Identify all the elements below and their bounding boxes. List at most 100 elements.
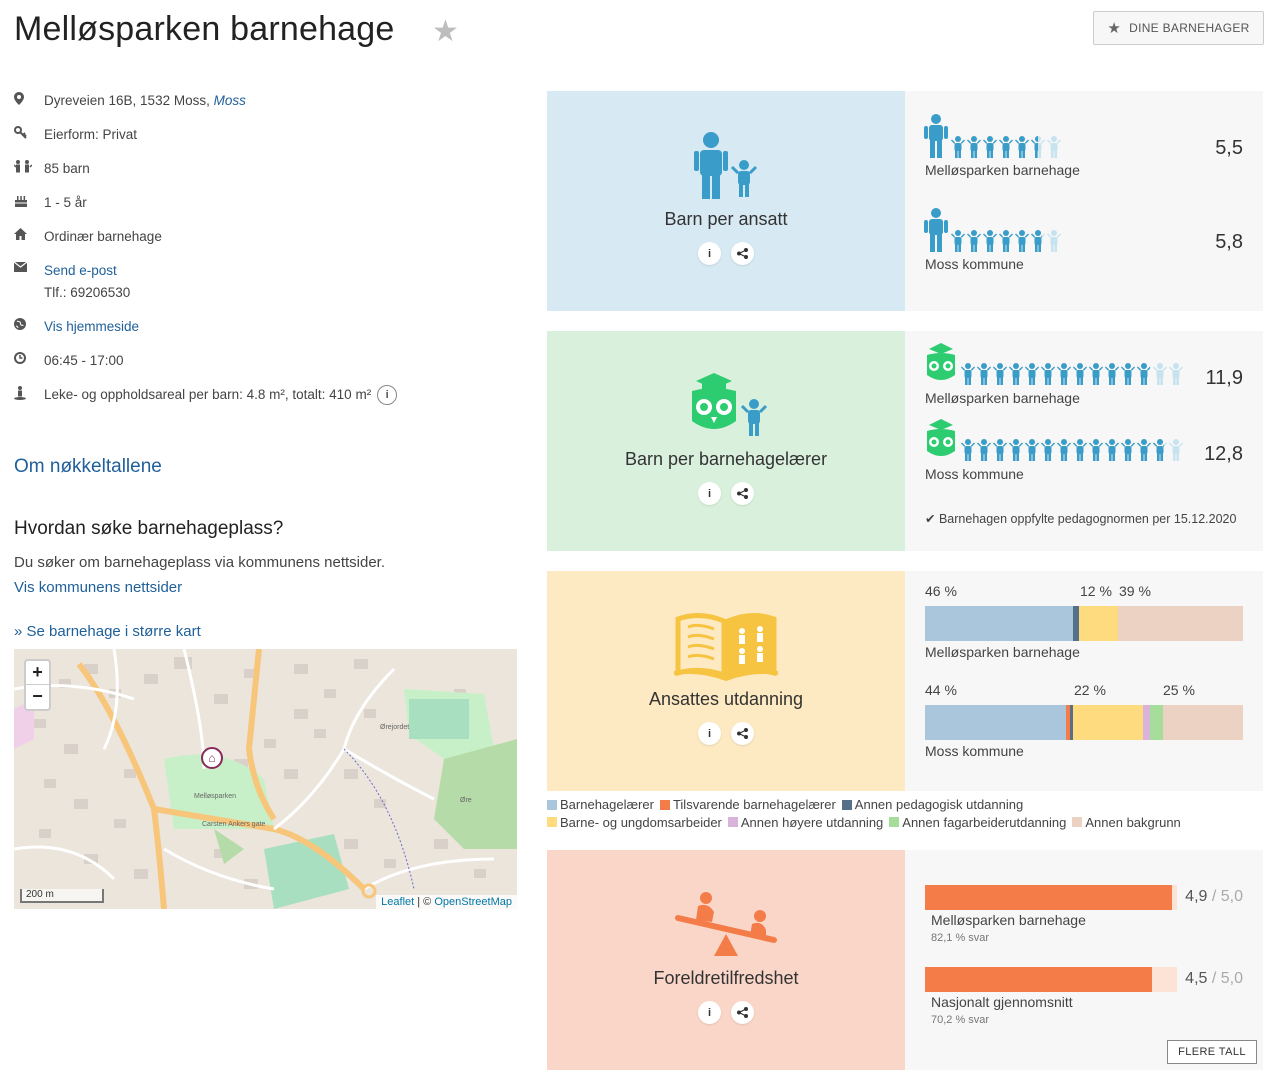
card-barn-per-ansatt: Barn per ansatt i Melløsparken barnehage… bbox=[547, 91, 1263, 311]
legend-label: Annen pedagogisk utdanning bbox=[854, 797, 1024, 812]
child-icon bbox=[999, 136, 1013, 158]
map-label-carsten: Carsten Ankers gate bbox=[202, 821, 266, 828]
child-icon bbox=[999, 230, 1013, 252]
info-button[interactable]: i bbox=[698, 722, 721, 745]
pct-label: 39 % bbox=[1119, 583, 1151, 599]
map[interactable]: Melløsparken Ørejordet Carsten Ankers ga… bbox=[14, 649, 517, 909]
row-label: Melløsparken barnehage bbox=[925, 644, 1080, 660]
info-button[interactable]: i bbox=[698, 1001, 721, 1024]
seesaw-icon bbox=[675, 892, 777, 956]
flere-tall-button[interactable]: FLERE TALL bbox=[1167, 1040, 1257, 1064]
child-icon bbox=[1137, 439, 1151, 461]
row-label: Melløsparken barnehage bbox=[925, 390, 1080, 406]
legend-label: Barnehagelærer bbox=[560, 797, 654, 812]
children-icon bbox=[14, 158, 44, 173]
info-alder: 1 - 5 år bbox=[14, 192, 534, 226]
legend-item: Annen fagarbeiderutdanning bbox=[889, 814, 1066, 831]
satisfaction-value: 4,9 / 5,0 bbox=[1185, 888, 1243, 906]
share-icon bbox=[737, 248, 748, 259]
share-button[interactable] bbox=[731, 1001, 754, 1024]
storre-kart-link[interactable]: » Se barnehage i større kart bbox=[14, 623, 201, 640]
hjemmeside-link[interactable]: Vis hjemmeside bbox=[44, 319, 140, 334]
legend-label: Barne- og ungdomsarbeider bbox=[560, 814, 722, 830]
share-button[interactable] bbox=[731, 482, 754, 505]
soke-heading: Hvordan søke barnehageplass? bbox=[14, 518, 284, 539]
legend-swatch bbox=[1072, 817, 1083, 827]
score-max: / 5,0 bbox=[1207, 970, 1243, 987]
child-icon bbox=[1047, 136, 1061, 158]
score: 4,5 bbox=[1185, 970, 1208, 987]
child-icon bbox=[1121, 363, 1135, 385]
child-icon bbox=[1047, 230, 1061, 252]
row-value: 5,8 bbox=[1215, 231, 1243, 253]
kommune-link[interactable]: Moss bbox=[213, 93, 246, 108]
child-icon bbox=[967, 136, 981, 158]
pedagognorm-text: Barnehagen oppfylte pedagognormen per 15… bbox=[938, 512, 1237, 526]
share-button[interactable] bbox=[731, 722, 754, 745]
row-label: Moss kommune bbox=[925, 256, 1024, 272]
row-value: 12,8 bbox=[1204, 443, 1243, 465]
child-icon bbox=[1073, 363, 1087, 385]
legend-label: Annen bakgrunn bbox=[1085, 814, 1181, 830]
child-icon bbox=[951, 136, 965, 158]
child-icon bbox=[1073, 439, 1087, 461]
child-icon bbox=[977, 363, 991, 385]
info-button[interactable]: i bbox=[698, 482, 721, 505]
dine-barnehager-button[interactable]: ★ DINE BARNEHAGER bbox=[1093, 11, 1264, 45]
share-button[interactable] bbox=[731, 242, 754, 265]
key-icon bbox=[14, 124, 44, 139]
zoom-out-button[interactable]: − bbox=[32, 686, 43, 706]
map-zoom-control: + − bbox=[24, 659, 51, 711]
osm-link[interactable]: OpenStreetMap bbox=[434, 896, 512, 908]
om-nokkeltallene-link[interactable]: Om nøkkeltallene bbox=[14, 456, 162, 477]
legend-swatch bbox=[889, 817, 900, 827]
map-marker-icon bbox=[14, 90, 44, 105]
person-area-icon bbox=[14, 384, 44, 400]
row-value: 11,9 bbox=[1205, 367, 1243, 389]
areal-info-button[interactable]: i bbox=[377, 385, 398, 406]
kommune-nettsider-link[interactable]: Vis kommunens nettsider bbox=[14, 579, 183, 596]
pct-label: 46 % bbox=[925, 583, 957, 599]
check-icon: ✔ bbox=[925, 512, 936, 526]
zoom-in-button[interactable]: + bbox=[26, 661, 49, 685]
legend-item: Annen pedagogisk utdanning bbox=[841, 796, 1024, 813]
owl-teacher-icon bbox=[692, 373, 768, 436]
child-icon bbox=[1015, 136, 1029, 158]
kindergarten-marker-icon[interactable]: ⌂ bbox=[201, 747, 223, 769]
education-bar bbox=[925, 606, 1243, 641]
info-list: Dyreveien 16B, 1532 Moss, Moss Eierform:… bbox=[14, 90, 534, 418]
score-max: / 5,0 bbox=[1207, 888, 1243, 905]
favorite-star-icon[interactable]: ★ bbox=[432, 15, 459, 48]
child-icon bbox=[977, 439, 991, 461]
eierform-text: Eierform: Privat bbox=[44, 127, 138, 142]
child-icon bbox=[1121, 439, 1135, 461]
pct-label: 12 % bbox=[1080, 583, 1112, 599]
bar-segment bbox=[1072, 606, 1080, 641]
info-type: Ordinær barnehage bbox=[14, 226, 534, 260]
leaflet-link[interactable]: Leaflet bbox=[381, 896, 415, 908]
info-button[interactable]: i bbox=[698, 242, 721, 265]
row-label: Melløsparken barnehage bbox=[931, 912, 1086, 928]
child-icon bbox=[1089, 363, 1103, 385]
row-label: Nasjonalt gjennomsnitt bbox=[931, 994, 1073, 1010]
bar-segment bbox=[1143, 705, 1150, 740]
row-label: Moss kommune bbox=[925, 743, 1024, 759]
child-icon bbox=[967, 230, 981, 252]
bar-segment bbox=[1079, 606, 1118, 641]
score: 4,9 bbox=[1185, 888, 1208, 905]
child-icon bbox=[1041, 363, 1055, 385]
send-epost-link[interactable]: Send e-post bbox=[44, 263, 117, 278]
child-icon bbox=[1089, 439, 1103, 461]
bar-segment bbox=[925, 705, 1067, 740]
people-icons bbox=[923, 208, 1061, 252]
legend-label: Tilsvarende barnehagelærer bbox=[672, 797, 836, 812]
type-text: Ordinær barnehage bbox=[44, 229, 162, 244]
clock-icon bbox=[14, 350, 44, 364]
dine-barnehager-label: DINE BARNEHAGER bbox=[1129, 21, 1250, 35]
soke-text: Du søker om barnehageplass via kommunens… bbox=[14, 554, 386, 571]
map-attribution: Leaflet | © OpenStreetMap bbox=[376, 895, 517, 909]
legend-item: Annen høyere utdanning bbox=[727, 814, 883, 831]
child-icon bbox=[1153, 363, 1167, 385]
card-barn-per-laerer: Barn per barnehagelærer i Melløsparken b… bbox=[547, 331, 1263, 551]
owl-people-icons bbox=[923, 417, 1183, 461]
